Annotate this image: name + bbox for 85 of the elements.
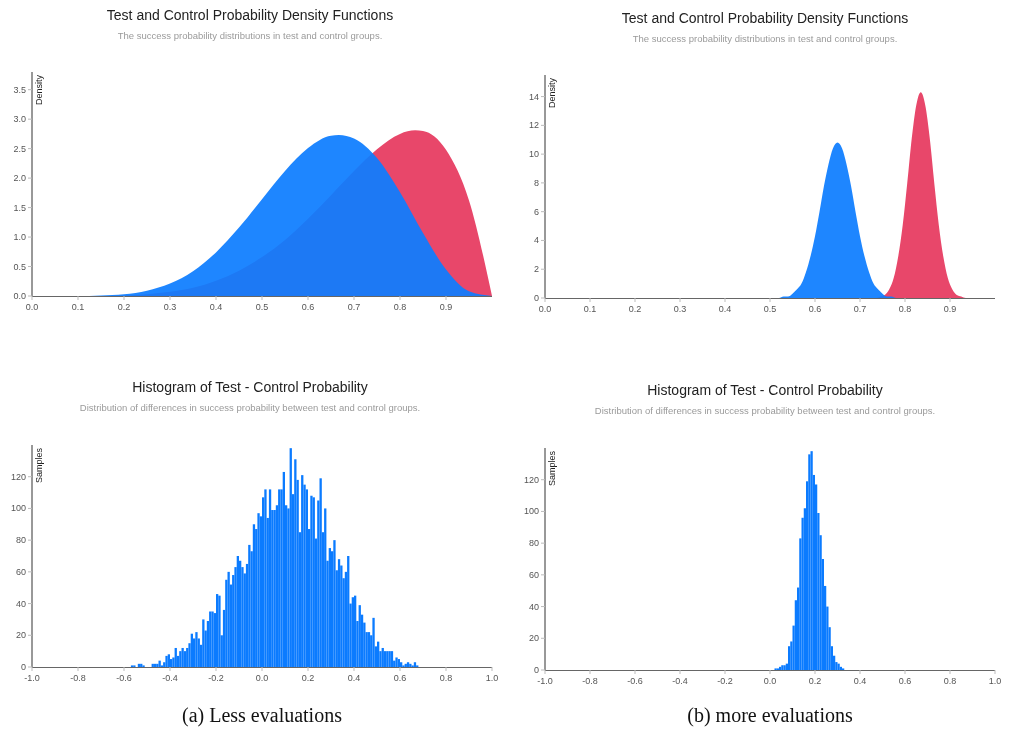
y-tick-label: 0 (533, 665, 539, 675)
chart-title: Histogram of Test - Control Probability (647, 382, 883, 398)
y-tick-label: 120 (10, 471, 26, 482)
y-tick-label: 1.5 (13, 202, 26, 213)
y-axis-title: Density (547, 77, 557, 109)
x-tick-label: -0.6 (627, 676, 643, 686)
x-tick-label: -0.4 (672, 676, 688, 686)
chart-subtitle: Distribution of differences in success probability between test and control groups. (79, 402, 421, 413)
text: (a) Less evaluations (182, 704, 343, 727)
y-tick-label: 2.5 (13, 143, 26, 154)
x-tick-label: -0.6 (116, 673, 132, 683)
x-tick-label: 0.1 (71, 302, 85, 312)
y-tick-label: 8 (533, 177, 539, 188)
x-tick-label: 0.2 (301, 673, 315, 683)
y-tick-label: 4 (533, 235, 539, 246)
y-tick-label: 12 (528, 120, 539, 131)
x-tick-label: 0.2 (808, 676, 822, 686)
x-tick-label: 0.0 (25, 302, 39, 312)
x-tick-label: -0.4 (162, 673, 178, 683)
x-tick-label: 1.0 (485, 673, 499, 683)
x-tick-label: 0.8 (393, 302, 407, 312)
y-tick-label: 2.0 (13, 173, 26, 184)
chart-subtitle: The success probability distributions in test and control groups. (117, 30, 383, 41)
x-tick-label: 0.9 (439, 302, 453, 312)
x-tick-label: 0.8 (439, 673, 453, 683)
x-tick-label: -0.8 (70, 673, 86, 683)
x-tick-label: 0.8 (898, 304, 912, 314)
chart-subtitle: The success probability distributions in test and control groups. (632, 33, 898, 44)
y-tick-label: 80 (528, 538, 539, 549)
x-tick-label: 0.4 (347, 673, 361, 683)
y-tick-label: 3.0 (13, 114, 26, 125)
x-tick-label: 0.4 (853, 676, 867, 686)
y-tick-label: 20 (528, 633, 539, 644)
x-tick-label: 0.6 (301, 302, 315, 312)
y-axis-title: Samples (547, 450, 557, 487)
x-tick-label: 0.6 (808, 304, 822, 314)
y-tick-label: 0 (533, 293, 539, 303)
x-tick-label: 0.6 (393, 673, 407, 683)
x-tick-label: 0.0 (255, 673, 269, 683)
x-tick-label: 1.0 (988, 676, 1002, 686)
y-tick-label: 20 (15, 630, 26, 641)
text: (b) more evaluations (687, 704, 853, 727)
x-tick-label: 0.4 (718, 304, 732, 314)
x-tick-label: 0.5 (763, 304, 777, 314)
y-tick-label: 40 (528, 601, 539, 612)
y-tick-label: 0.5 (13, 261, 26, 272)
y-tick-label: 100 (10, 503, 26, 514)
y-tick-label: 0 (20, 662, 26, 672)
y-axis-title: Density (34, 74, 44, 106)
y-axis-title: Samples (34, 447, 44, 484)
x-tick-label: -0.2 (717, 676, 733, 686)
y-tick-label: 10 (528, 149, 539, 160)
chart-title: Test and Control Probability Density Functions (106, 7, 394, 23)
y-tick-label: 100 (523, 506, 539, 517)
x-tick-label: 0.3 (673, 304, 687, 314)
x-tick-label: 0.3 (163, 302, 177, 312)
x-tick-label: -1.0 (24, 673, 40, 683)
chart-subtitle: Distribution of differences in success probability between test and control groups. (594, 405, 936, 416)
y-tick-label: 2 (533, 264, 539, 275)
y-tick-label: 80 (15, 535, 26, 546)
chart-title: Histogram of Test - Control Probability (132, 379, 368, 395)
x-tick-label: 0.7 (853, 304, 867, 314)
x-tick-label: 0.4 (209, 302, 223, 312)
x-tick-label: -0.8 (582, 676, 598, 686)
x-tick-label: -0.2 (208, 673, 224, 683)
x-tick-label: 0.5 (255, 302, 269, 312)
y-tick-label: 40 (15, 598, 26, 609)
y-tick-label: 6 (533, 206, 539, 217)
y-tick-label: 1.0 (13, 232, 26, 243)
y-tick-label: 3.5 (13, 84, 26, 95)
y-tick-label: 0.0 (13, 291, 26, 301)
x-tick-label: 0.7 (347, 302, 361, 312)
x-tick-label: 0.9 (943, 304, 957, 314)
y-tick-label: 120 (523, 474, 539, 485)
y-tick-label: 60 (15, 566, 26, 577)
y-tick-label: 60 (528, 569, 539, 580)
x-tick-label: 0.1 (583, 304, 597, 314)
y-tick-label: 14 (528, 91, 539, 102)
x-tick-label: 0.2 (628, 304, 642, 314)
x-tick-label: 0.0 (763, 676, 777, 686)
x-tick-label: 0.2 (117, 302, 131, 312)
x-tick-label: 0.6 (898, 676, 912, 686)
x-tick-label: 0.8 (943, 676, 957, 686)
x-tick-label: -1.0 (537, 676, 553, 686)
chart-title: Test and Control Probability Density Functions (621, 10, 909, 26)
